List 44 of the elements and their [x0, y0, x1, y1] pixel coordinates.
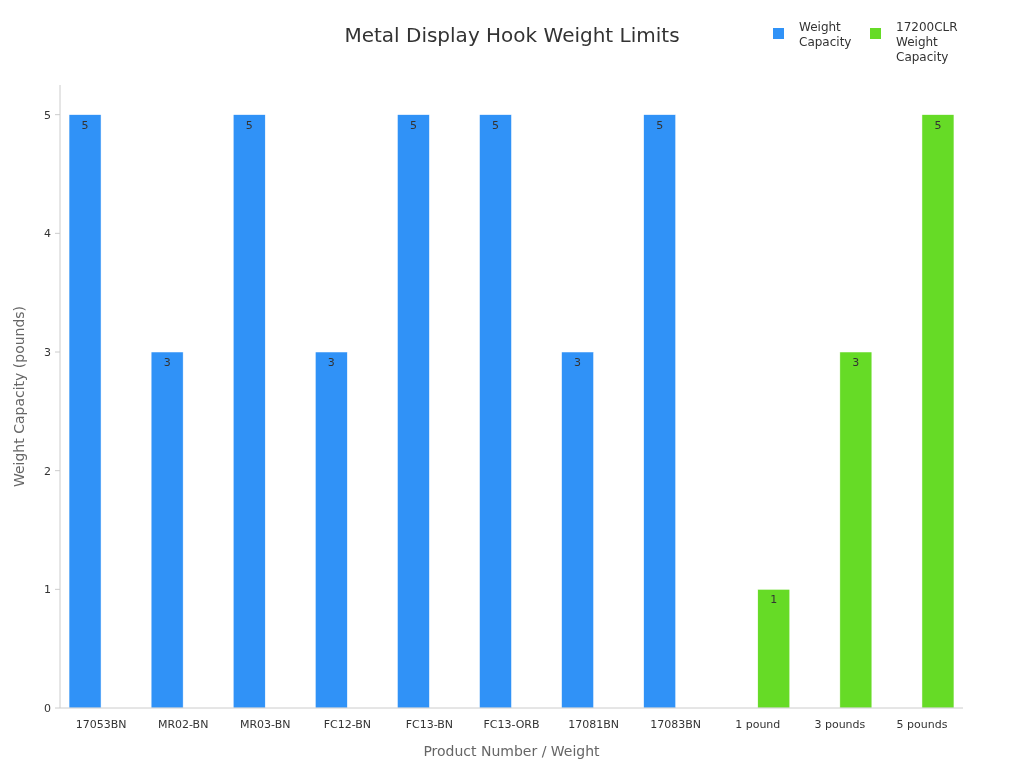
legend-label: 17200CLR Weight Capacity — [896, 20, 958, 64]
bar — [232, 114, 266, 709]
data-label: 5 — [81, 118, 89, 132]
x-tick-label: 3 pounds — [814, 718, 866, 731]
data-label: 1 — [770, 593, 778, 607]
bar — [315, 351, 348, 709]
data-label: 3 — [852, 356, 860, 369]
x-axis-title: Product Number / Weight — [423, 743, 601, 759]
data-label: 5 — [656, 118, 664, 132]
y-tick-label: 4 — [44, 227, 51, 241]
data-label: 3 — [327, 356, 335, 369]
x-tick-label: MR02-BN — [157, 718, 209, 731]
data-label: 5 — [409, 118, 417, 132]
y-tick-label: 3 — [44, 346, 51, 359]
legend-label: Weight Capacity — [799, 20, 852, 49]
y-tick-label: 2 — [44, 464, 51, 478]
bar — [397, 114, 430, 709]
x-tick-label: 17053BN — [75, 718, 127, 731]
bar — [757, 589, 791, 709]
data-label: 5 — [934, 118, 942, 132]
bar — [68, 114, 102, 709]
y-axis-title: Weight Capacity (pounds) — [11, 305, 27, 488]
bar — [839, 351, 873, 709]
x-tick-label: FC13-ORB — [483, 718, 540, 731]
x-tick-label: 17081BN — [568, 718, 619, 731]
bar — [921, 114, 955, 709]
y-tick-label: 5 — [44, 108, 51, 122]
data-label: 3 — [574, 356, 582, 369]
bar — [561, 351, 594, 709]
y-tick-label: 1 — [44, 583, 51, 597]
data-label: 3 — [163, 356, 171, 369]
bar — [643, 114, 676, 709]
x-tick-label: FC13-BN — [405, 718, 454, 731]
data-label: 5 — [492, 118, 499, 132]
x-tick-label: 1 pound — [735, 718, 781, 731]
x-tick-label: 5 pounds — [896, 718, 948, 731]
x-tick-label: 17083BN — [650, 718, 702, 731]
x-tick-label: FC12-BN — [323, 718, 371, 731]
bar — [150, 351, 184, 709]
x-tick-label: MR03-BN — [239, 718, 291, 731]
bar — [479, 114, 512, 709]
y-tick-label: 0 — [44, 702, 51, 715]
chart-title: Metal Display Hook Weight Limits — [344, 23, 680, 47]
data-label: 5 — [245, 118, 253, 132]
